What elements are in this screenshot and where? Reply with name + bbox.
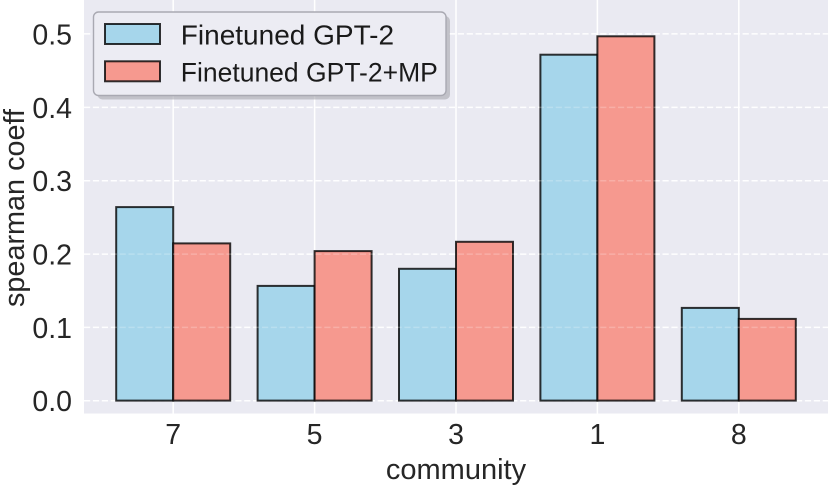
svg-text:7: 7 xyxy=(165,419,181,451)
svg-text:0.5: 0.5 xyxy=(32,19,72,51)
svg-text:3: 3 xyxy=(448,419,464,451)
svg-text:Finetuned GPT-2: Finetuned GPT-2 xyxy=(181,19,394,50)
svg-text:1: 1 xyxy=(589,419,605,451)
svg-text:Finetuned GPT-2+MP: Finetuned GPT-2+MP xyxy=(181,58,438,88)
svg-text:0.0: 0.0 xyxy=(32,386,72,418)
svg-text:0.2: 0.2 xyxy=(32,240,72,272)
svg-text:community: community xyxy=(386,454,527,485)
svg-text:0.3: 0.3 xyxy=(32,166,72,198)
svg-text:8: 8 xyxy=(731,419,747,451)
svg-text:5: 5 xyxy=(307,419,323,451)
svg-text:0.4: 0.4 xyxy=(32,93,72,125)
svg-text:0.1: 0.1 xyxy=(32,313,72,345)
svg-text:spearman coeff: spearman coeff xyxy=(0,108,31,307)
